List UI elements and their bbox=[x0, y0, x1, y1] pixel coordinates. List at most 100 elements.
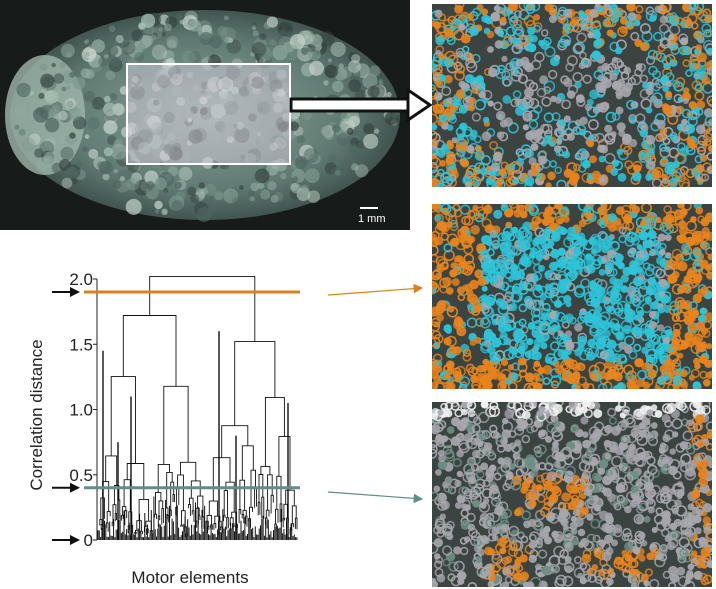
zoom-dot bbox=[435, 433, 443, 441]
zoom-dot bbox=[632, 546, 641, 555]
zoom-dot bbox=[522, 124, 529, 131]
zoom-dot bbox=[553, 349, 565, 361]
texture-blob bbox=[224, 15, 229, 21]
zoom-dot bbox=[447, 54, 459, 66]
texture-blob bbox=[53, 73, 65, 84]
texture-blob bbox=[153, 99, 160, 106]
zoom-dot bbox=[548, 564, 558, 574]
zoom-dot bbox=[489, 141, 499, 151]
scale-bar-label: 1 mm bbox=[358, 213, 386, 225]
zoom-dot bbox=[446, 306, 459, 318]
zoom-dot bbox=[695, 140, 707, 152]
zoom-dot bbox=[526, 583, 533, 587]
zoom-dot bbox=[530, 469, 539, 478]
texture-blob bbox=[309, 60, 324, 76]
zoom-dot bbox=[564, 313, 574, 323]
zoom-dot bbox=[600, 101, 610, 111]
zoom-dot bbox=[677, 261, 688, 272]
zoom-dot bbox=[689, 307, 699, 317]
texture-blob bbox=[18, 128, 26, 136]
texture-blob bbox=[270, 121, 276, 126]
zoom-dot bbox=[519, 571, 529, 581]
texture-blob bbox=[205, 82, 217, 94]
zoom-dot bbox=[659, 37, 671, 49]
zoom-dot bbox=[583, 205, 592, 214]
zoom-dot bbox=[659, 15, 668, 24]
zoom-dot bbox=[588, 236, 598, 246]
texture-blob bbox=[289, 34, 306, 50]
zoom-dot bbox=[613, 160, 624, 171]
zoom-dot bbox=[550, 232, 561, 242]
zoom-dot bbox=[432, 412, 438, 420]
zoom-dot bbox=[702, 320, 712, 330]
zoom-dot bbox=[526, 459, 536, 470]
zoom-dot bbox=[445, 327, 452, 334]
zoom-dot bbox=[508, 204, 519, 209]
zoom-dot bbox=[517, 531, 525, 540]
texture-blob bbox=[13, 104, 27, 117]
zoom-dot bbox=[659, 544, 668, 553]
zoom-dot bbox=[469, 339, 477, 346]
zoom-dot bbox=[707, 431, 712, 440]
zoom-dot bbox=[459, 537, 468, 545]
zoom-dot bbox=[522, 258, 532, 268]
zoom-dot bbox=[584, 315, 596, 327]
zoom-dot bbox=[538, 323, 550, 335]
zoom-dot bbox=[441, 86, 452, 97]
zoom-dot bbox=[702, 516, 711, 525]
zoom-dot bbox=[555, 225, 565, 235]
zoom-dot bbox=[542, 377, 551, 385]
zoom-dot bbox=[639, 128, 649, 138]
texture-blob bbox=[86, 48, 97, 60]
texture-blob bbox=[363, 133, 379, 149]
zoom-dot bbox=[628, 116, 637, 124]
zoom-dot bbox=[443, 243, 453, 253]
zoom-dot bbox=[628, 138, 638, 148]
zoom-dot bbox=[567, 120, 579, 132]
zoom-dot bbox=[634, 39, 643, 48]
texture-blob bbox=[43, 155, 54, 166]
zoom-dot bbox=[680, 342, 688, 350]
zoom-dot bbox=[625, 453, 636, 464]
zoom-dot bbox=[502, 482, 511, 491]
dendrogram-link bbox=[206, 514, 212, 525]
zoom-dot bbox=[505, 62, 514, 71]
texture-blob bbox=[69, 72, 75, 78]
texture-blob bbox=[206, 94, 212, 100]
zoom-dot bbox=[544, 4, 554, 12]
texture-blob bbox=[255, 117, 261, 123]
texture-blob bbox=[320, 125, 332, 137]
zoom-dot bbox=[505, 285, 515, 295]
zoom-dot bbox=[460, 546, 469, 556]
texture-blob bbox=[259, 33, 267, 41]
zoom-dot bbox=[504, 443, 513, 452]
zoom-dot bbox=[501, 523, 510, 532]
zoom-bot bbox=[432, 402, 712, 587]
zoom-dot bbox=[649, 543, 658, 552]
zoom-dot bbox=[513, 246, 522, 256]
texture-blob bbox=[166, 39, 177, 49]
zoom-dot bbox=[481, 285, 488, 292]
zoom-dot bbox=[439, 114, 448, 123]
zoom-dot bbox=[463, 52, 473, 61]
texture-blob bbox=[203, 183, 217, 197]
zoom-dot bbox=[601, 563, 612, 574]
zoom-dot bbox=[452, 18, 460, 26]
texture-blob bbox=[131, 75, 139, 83]
zoom-dot bbox=[490, 11, 501, 22]
zoom-dot bbox=[575, 149, 587, 161]
zoom-dot bbox=[682, 430, 694, 442]
zoom-dot bbox=[639, 23, 651, 34]
zoom-dot bbox=[508, 546, 519, 557]
zoom-dot bbox=[472, 449, 481, 459]
zoom-dot bbox=[530, 4, 541, 12]
texture-blob bbox=[291, 169, 306, 183]
zoom-dot bbox=[612, 360, 623, 371]
zoom-dot bbox=[487, 46, 494, 53]
zoom-dot bbox=[572, 232, 580, 241]
zoom-dot bbox=[536, 474, 545, 483]
zoom-dot bbox=[552, 440, 559, 448]
texture-blob bbox=[257, 57, 264, 64]
zoom-dot bbox=[623, 364, 634, 375]
zoom-dot bbox=[708, 370, 712, 378]
